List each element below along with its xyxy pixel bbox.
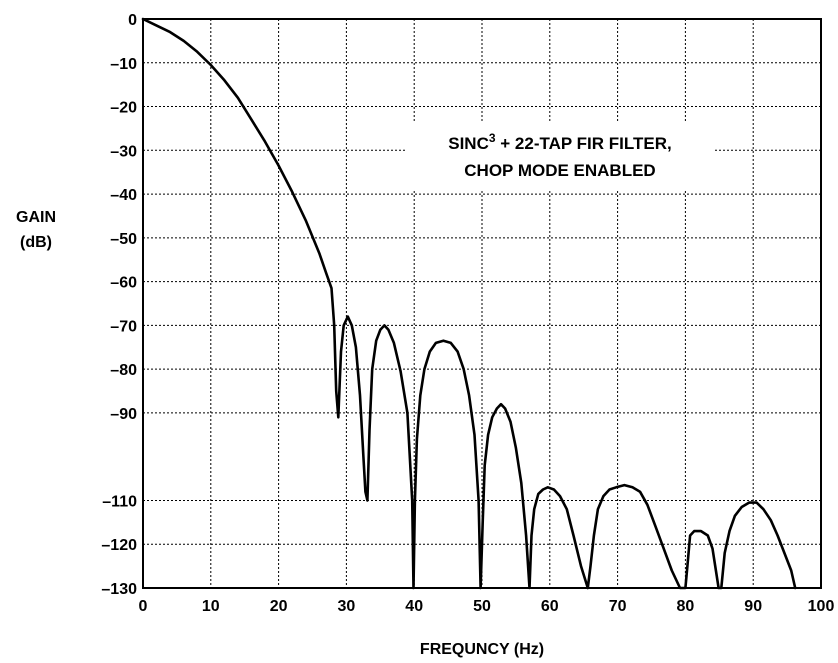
x-axis-title: FREQUNCY (Hz)	[420, 641, 544, 658]
y-tick-label: 0	[128, 12, 137, 29]
y-tick-label: –110	[102, 493, 137, 510]
plot-area-border	[142, 18, 822, 589]
grid-layer	[143, 19, 821, 588]
y-tick-labels: 0 –10 –20 –30 –40 –50 –60 –70 –80 –90 –110 –120 –130	[101, 12, 137, 598]
x-tick-label: 60	[541, 598, 559, 615]
x-tick-label: 50	[473, 598, 491, 615]
x-tick-label: 30	[338, 598, 356, 615]
x-tick-label: 20	[270, 598, 288, 615]
y-tick-label: –90	[110, 406, 137, 423]
y-axis-title-line-2: (dB)	[20, 234, 52, 251]
y-tick-label: –60	[110, 275, 137, 292]
annotation-line-1: SINC3 + 22-TAP FIR FILTER,	[448, 131, 671, 153]
x-tick-labels: 0 10 20 30 40 50 60 70 80 90 100	[139, 598, 835, 615]
y-axis-title-line-1: GAIN	[16, 209, 56, 226]
y-tick-label: –70	[110, 318, 137, 335]
y-tick-label: –20	[110, 100, 137, 117]
x-tick-label: 80	[677, 598, 695, 615]
x-tick-label: 70	[609, 598, 627, 615]
y-tick-label: –10	[110, 56, 137, 73]
y-tick-label: –80	[110, 362, 137, 379]
x-tick-label: 0	[139, 598, 148, 615]
x-tick-label: 90	[744, 598, 762, 615]
annotation-background	[405, 122, 715, 190]
annotation-line-1-text: SINC	[448, 134, 489, 153]
x-tick-label: 100	[808, 598, 835, 615]
series-layer	[141, 17, 797, 590]
annotation-line-1-rest: + 22-TAP FIR FILTER,	[496, 134, 672, 153]
y-tick-label: –40	[110, 187, 137, 204]
x-tick-label: 40	[405, 598, 423, 615]
y-tick-label: –130	[101, 581, 137, 598]
y-tick-label: –120	[101, 537, 137, 554]
annotation-superscript: 3	[489, 131, 496, 145]
y-tick-label: –50	[110, 231, 137, 248]
series-line-0	[141, 17, 797, 590]
y-tick-label: –30	[110, 143, 137, 160]
annotation-line-2: CHOP MODE ENABLED	[464, 161, 655, 180]
x-tick-label: 10	[202, 598, 220, 615]
